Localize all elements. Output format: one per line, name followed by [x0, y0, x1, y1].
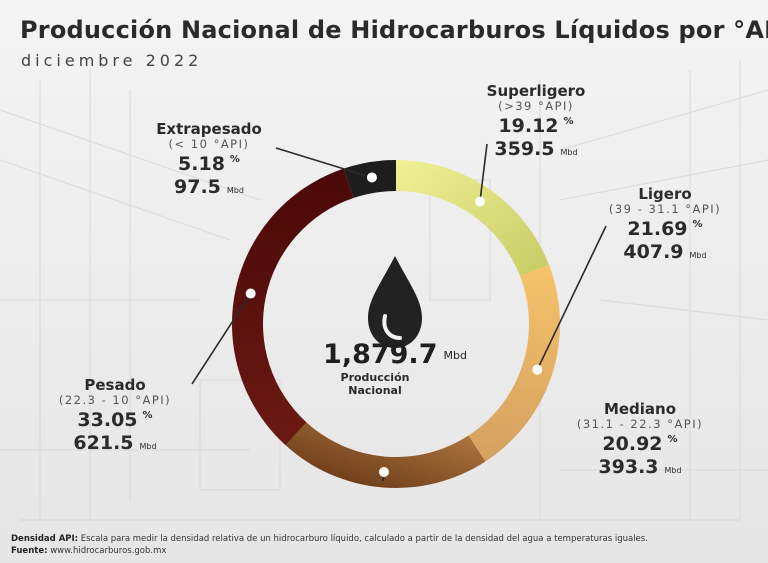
slice-percent: 19.12%: [498, 114, 574, 137]
slice-volume: 97.5 Mbd: [174, 175, 244, 198]
slice-dot-ligero: [532, 364, 543, 375]
total-label-line2: Nacional: [348, 384, 402, 397]
chart-title: Producción Nacional de Hidrocarburos Líq…: [20, 16, 768, 44]
slice-percent: 20.92%: [602, 432, 678, 455]
slice-name: Extrapesado: [156, 120, 262, 138]
slice-range: (22.3 - 10 °API): [58, 393, 172, 407]
slice-percent: 33.05%: [77, 408, 153, 431]
slice-percent: 21.69%: [627, 217, 703, 240]
slice-dot-pesado: [245, 288, 256, 299]
footer-note: Densidad API: Escala para medir la densi…: [11, 534, 648, 544]
total-production-label: Producción Nacional: [320, 371, 430, 397]
slice-ligero: [468, 264, 560, 462]
slice-name: Mediano: [603, 400, 677, 418]
slice-percent: 5.18%: [178, 152, 240, 175]
leader-line-superligero: [479, 143, 488, 202]
leader-line-extrapesado: [275, 147, 373, 179]
slice-dot-superligero: [474, 196, 485, 207]
slice-name: Superligero: [486, 82, 586, 100]
slice-volume: 393.3 Mbd: [598, 455, 682, 478]
slice-volume: 359.5 Mbd: [494, 137, 578, 160]
slice-name: Pesado: [84, 376, 146, 394]
slice-superligero: [396, 160, 549, 277]
label-superligero: Superligero (>39 °API) 19.12% 359.5 Mbd: [476, 84, 596, 159]
total-production-value: 1,879.7 Mbd: [323, 339, 467, 370]
footer-source: Fuente: www.hidrocarburos.gob.mx: [11, 546, 167, 556]
label-mediano: Mediano (31.1 - 22.3 °API) 20.92% 393.3 M…: [565, 402, 715, 477]
slice-mediano: [285, 422, 486, 488]
slice-volume: 621.5 Mbd: [73, 431, 157, 454]
chart-subtitle: diciembre 2022: [21, 51, 203, 70]
slice-range: (>39 °API): [498, 99, 574, 113]
leader-line-ligero: [536, 225, 607, 371]
slice-range: (39 - 31.1 °API): [608, 202, 722, 216]
label-pesado: Pesado (22.3 - 10 °API) 33.05% 621.5 Mbd: [40, 378, 190, 453]
slice-dot-mediano: [378, 467, 389, 478]
leader-line-pesado: [191, 293, 252, 385]
total-label-line1: Producción: [340, 371, 410, 384]
footer-notes: Densidad API: Escala para medir la densi…: [11, 533, 648, 557]
slice-name: Ligero: [638, 185, 692, 203]
oil-drop-icon: [368, 256, 422, 348]
label-ligero: Ligero (39 - 31.1 °API) 21.69% 407.9 Mbd: [590, 187, 740, 262]
slice-pesado: [232, 168, 354, 446]
slice-range: (< 10 °API): [168, 137, 250, 151]
slice-volume: 407.9 Mbd: [623, 240, 707, 263]
slice-dot-extrapesado: [366, 172, 377, 183]
label-extrapesado: Extrapesado (< 10 °API) 5.18% 97.5 Mbd: [144, 122, 274, 197]
slice-range: (31.1 - 22.3 °API): [576, 417, 704, 431]
